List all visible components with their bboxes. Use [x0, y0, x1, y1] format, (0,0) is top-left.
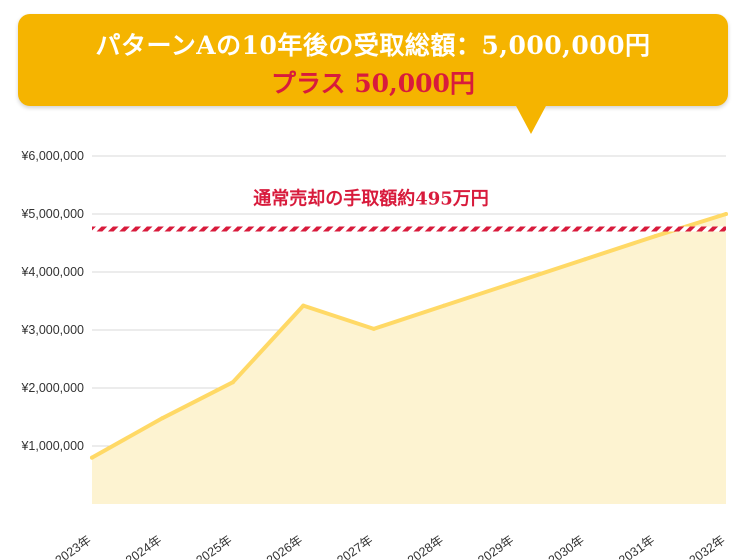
- x-tick-label: 2031年: [616, 533, 657, 560]
- callout-plus-text: プラス 50,000円: [271, 69, 475, 98]
- data-point: [583, 257, 588, 262]
- series-area-fill: [92, 214, 726, 504]
- data-point: [371, 326, 376, 331]
- data-point: [160, 416, 165, 421]
- callout-pointer: [515, 104, 547, 134]
- reference-line-label: 通常売却の手取額約495万円: [253, 188, 489, 210]
- data-point: [512, 280, 517, 285]
- x-tick-label: 2023年: [53, 533, 94, 560]
- y-tick-label: ¥1,000,000: [20, 439, 84, 453]
- series-line: [90, 212, 728, 460]
- data-point: [442, 303, 447, 308]
- data-point: [653, 234, 658, 239]
- x-tick-label: 2032年: [687, 533, 728, 560]
- x-tick-label: 2025年: [194, 533, 235, 560]
- y-tick-label: ¥5,000,000: [20, 207, 84, 221]
- x-tick-label: 2028年: [405, 533, 446, 560]
- y-tick-label: ¥6,000,000: [20, 149, 84, 163]
- data-point: [301, 303, 306, 308]
- x-tick-label: 2030年: [546, 533, 587, 560]
- series-area-layer: [90, 212, 728, 504]
- x-tick-label: 2024年: [123, 533, 164, 560]
- headline-callout: パターンAの10年後の受取総額：5,000,000円 プラス 50,000円: [18, 14, 728, 106]
- data-point: [230, 380, 235, 385]
- x-axis: 2023年 2024年 2025年 2026年 2027年 2028年 2029年 2030年…: [53, 533, 728, 560]
- x-tick-label: 2027年: [334, 533, 375, 560]
- y-tick-label: ¥3,000,000: [20, 323, 84, 337]
- y-tick-label: ¥4,000,000: [20, 265, 84, 279]
- y-axis: ¥1,000,000 ¥2,000,000 ¥3,000,000 ¥4,000,000…: [20, 149, 84, 453]
- reference-layer: 通常売却の手取額約495万円: [92, 188, 726, 232]
- x-tick-label: 2029年: [475, 533, 516, 560]
- reference-line: [92, 226, 726, 232]
- callout-total-text: パターンAの10年後の受取総額：5,000,000円: [95, 31, 651, 60]
- x-tick-label: 2026年: [264, 533, 305, 560]
- data-point: [90, 455, 94, 460]
- data-point: [724, 212, 728, 216]
- y-tick-label: ¥2,000,000: [20, 381, 84, 395]
